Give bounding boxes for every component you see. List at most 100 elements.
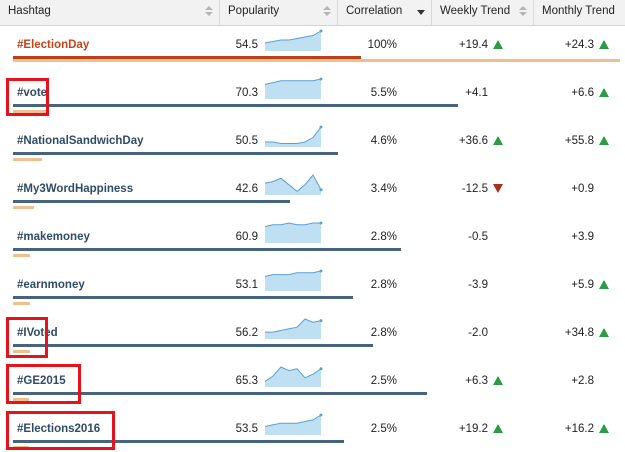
sparkline-end-dot [319, 188, 323, 192]
hashtag-link[interactable]: #makemoney [17, 231, 90, 243]
sparkline-area [265, 223, 321, 243]
popularity-value: 53.1 [235, 279, 258, 291]
weekly-trend-value: +36.6 [458, 135, 488, 147]
monthly-trend-up-arrow-icon [599, 88, 609, 97]
popularity-sparkline [264, 366, 323, 387]
sparkline-area [265, 31, 321, 51]
sparkline-end-dot [319, 125, 323, 129]
popularity-value: 50.5 [235, 135, 258, 147]
column-header-label: Popularity [228, 5, 280, 17]
sparkline-line [264, 270, 322, 277]
monthly-trend-value: +3.9 [571, 231, 594, 243]
popularity-sparkline [264, 77, 323, 99]
column-header-monthly-trend[interactable]: Monthly Trend [533, 0, 625, 26]
monthly-trend-up-arrow-icon [599, 424, 609, 433]
sort-icon[interactable] [205, 6, 213, 18]
popularity-sparkline [264, 413, 323, 435]
sort-icon[interactable] [519, 6, 527, 18]
correlation-bar [13, 254, 30, 257]
annotation-highlight-box [6, 411, 115, 450]
popularity-value: 53.5 [235, 423, 258, 435]
weekly-trend-value: +19.4 [458, 39, 488, 51]
hashtag-link[interactable]: #vote [17, 87, 48, 99]
table-row[interactable]: #earnmoney 53.1 2.8% -3.9 +5.9 [0, 267, 625, 315]
monthly-trend-up-arrow-icon [599, 280, 609, 289]
weekly-trend-up-arrow-icon [493, 40, 503, 49]
table-row[interactable]: #IVoted 56.2 2.8% -2.0 +34.8 [0, 315, 625, 363]
correlation-bar [13, 158, 42, 161]
column-header-label: Weekly Trend [440, 5, 511, 17]
table-row[interactable]: #makemoney 60.9 2.8% -0.5 +3.9 [0, 219, 625, 267]
weekly-trend-value: -0.5 [468, 231, 488, 243]
weekly-trend-value: +4.1 [465, 87, 488, 99]
popularity-sparkline [264, 221, 323, 243]
correlation-bar [13, 302, 30, 305]
popularity-bar [13, 56, 361, 59]
monthly-trend-value: +24.3 [564, 39, 594, 51]
column-header-label: Hashtag [8, 5, 51, 17]
popularity-sparkline [265, 318, 323, 339]
weekly-trend-up-arrow-icon [493, 136, 503, 145]
table-row[interactable]: #ElectionDay 54.5 100% +19.4 +24.3 [0, 27, 625, 75]
column-header-label: Monthly Trend [542, 5, 615, 17]
popularity-bar [13, 296, 353, 299]
correlation-value: 3.4% [370, 183, 397, 195]
sort-desc-icon[interactable] [417, 6, 425, 18]
weekly-trend-value: -12.5 [461, 183, 488, 195]
weekly-trend-up-arrow-icon [493, 376, 503, 385]
popularity-sparkline [264, 29, 323, 51]
correlation-value: 2.5% [370, 423, 397, 435]
weekly-trend-value: -3.9 [468, 279, 488, 291]
sparkline-area [265, 415, 321, 435]
sparkline-area [265, 319, 321, 339]
monthly-trend-value: +6.6 [571, 87, 594, 99]
sparkline-line [265, 126, 322, 144]
sparkline-area [265, 127, 321, 147]
popularity-bar [13, 344, 373, 347]
table-row[interactable]: #GE2015 65.3 2.5% +6.3 +2.8 [0, 363, 625, 411]
monthly-trend-up-arrow-icon [599, 136, 609, 145]
hashtag-link[interactable]: #Elections2016 [17, 423, 101, 435]
correlation-value: 2.5% [370, 375, 397, 387]
table-row[interactable]: #NationalSandwichDay 50.5 4.6% +36.6 +55.8 [0, 123, 625, 171]
hashtag-link[interactable]: #earnmoney [17, 279, 85, 291]
sparkline-area [265, 175, 321, 195]
column-header-popularity[interactable]: Popularity [219, 0, 337, 26]
hashtag-link[interactable]: #My3WordHappiness [17, 183, 134, 195]
sparkline-line [264, 414, 322, 427]
table-row[interactable]: #vote 70.3 5.5% +4.1 +6.6 [0, 75, 625, 123]
sparkline-area [265, 271, 321, 291]
correlation-bar [13, 350, 30, 353]
correlation-value: 100% [367, 39, 397, 51]
annotation-highlight-box [6, 317, 48, 358]
correlation-bar [13, 206, 34, 209]
sparkline-end-dot [319, 367, 323, 371]
popularity-bar [13, 200, 290, 203]
hashtag-link[interactable]: #NationalSandwichDay [17, 135, 144, 147]
sparkline-end-dot [319, 29, 323, 33]
monthly-trend-value: +16.2 [564, 423, 594, 435]
sparkline-area [265, 79, 321, 99]
annotation-highlight-box [6, 78, 49, 116]
column-header-correlation[interactable]: Correlation [337, 0, 431, 26]
popularity-bar [13, 104, 458, 107]
hashtag-link[interactable]: #ElectionDay [17, 39, 90, 51]
correlation-bar [13, 110, 47, 113]
monthly-trend-value: +0.9 [571, 183, 594, 195]
column-header-weekly-trend[interactable]: Weekly Trend [431, 0, 533, 26]
weekly-trend-up-arrow-icon [493, 424, 503, 433]
table-row[interactable]: #My3WordHappiness 42.6 3.4% -12.5 +0.9 [0, 171, 625, 219]
correlation-bar [13, 398, 29, 401]
correlation-value: 4.6% [370, 135, 397, 147]
popularity-sparkline [264, 269, 323, 291]
monthly-trend-up-arrow-icon [599, 328, 609, 337]
popularity-value: 56.2 [235, 327, 258, 339]
sort-icon[interactable] [323, 6, 331, 18]
hashtag-link[interactable]: #GE2015 [17, 375, 66, 387]
popularity-bar [13, 440, 344, 443]
column-header-hashtag[interactable]: Hashtag [0, 0, 219, 26]
weekly-trend-value: +19.2 [458, 423, 488, 435]
sparkline-line [264, 366, 322, 382]
popularity-value: 54.5 [235, 39, 258, 51]
correlation-value: 2.8% [370, 279, 397, 291]
